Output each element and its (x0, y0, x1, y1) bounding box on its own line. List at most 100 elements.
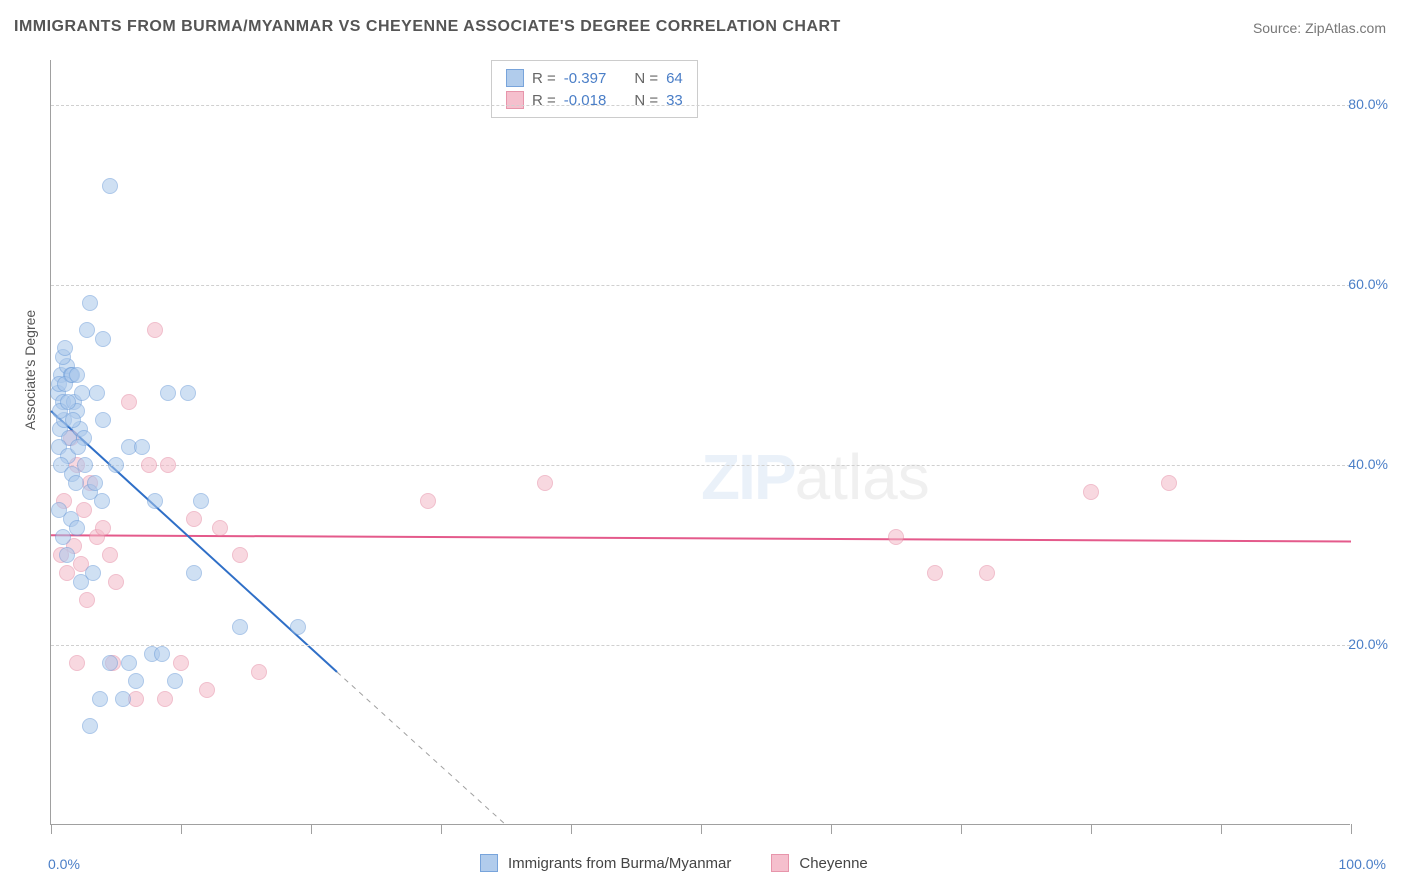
cheyenne-point (147, 322, 163, 338)
legend-item-cheyenne: Cheyenne (771, 854, 867, 872)
burma-point (77, 457, 93, 473)
burma-point (69, 367, 85, 383)
cheyenne-point (888, 529, 904, 545)
gridline (51, 465, 1350, 466)
burma-point (128, 673, 144, 689)
burma-point (94, 493, 110, 509)
legend-swatch-burma (480, 854, 498, 872)
cheyenne-point (420, 493, 436, 509)
burma-point (186, 565, 202, 581)
x-tick (1351, 824, 1352, 834)
burma-point (232, 619, 248, 635)
cheyenne-point (157, 691, 173, 707)
burma-point (55, 529, 71, 545)
cheyenne-point (108, 574, 124, 590)
legend-item-burma: Immigrants from Burma/Myanmar (480, 854, 731, 872)
cheyenne-point (173, 655, 189, 671)
y-tick-label: 20.0% (1348, 636, 1388, 652)
bottom-legend: Immigrants from Burma/Myanmar Cheyenne (480, 854, 868, 872)
burma-point (59, 547, 75, 563)
stats-row-cheyenne: R = -0.018 N = 33 (506, 89, 683, 111)
stats-row-burma: R = -0.397 N = 64 (506, 67, 683, 89)
burma-point (65, 412, 81, 428)
cheyenne-point (59, 565, 75, 581)
burma-point (108, 457, 124, 473)
x-tick (51, 824, 52, 834)
stat-burma-n: 64 (666, 70, 683, 87)
burma-point (121, 655, 137, 671)
watermark-zip: ZIP (701, 441, 795, 513)
x-tick (1221, 824, 1222, 834)
gridline (51, 285, 1350, 286)
burma-point (134, 439, 150, 455)
cheyenne-point (537, 475, 553, 491)
cheyenne-point (121, 394, 137, 410)
cheyenne-point (212, 520, 228, 536)
burma-point (79, 322, 95, 338)
burma-point (82, 295, 98, 311)
burma-point (154, 646, 170, 662)
cheyenne-point (141, 457, 157, 473)
stat-label-n: N = (634, 70, 658, 87)
x-tick (181, 824, 182, 834)
cheyenne-point (232, 547, 248, 563)
x-tick (571, 824, 572, 834)
burma-point (92, 691, 108, 707)
cheyenne-point (927, 565, 943, 581)
cheyenne-point (186, 511, 202, 527)
gridline (51, 105, 1350, 106)
y-axis-label: Associate's Degree (22, 310, 38, 430)
y-tick-label: 60.0% (1348, 276, 1388, 292)
cheyenne-point (199, 682, 215, 698)
burma-point (147, 493, 163, 509)
x-tick (311, 824, 312, 834)
gridline (51, 645, 1350, 646)
burma-point (89, 385, 105, 401)
cheyenne-point (251, 664, 267, 680)
x-tick (831, 824, 832, 834)
x-tick (1091, 824, 1092, 834)
y-tick-label: 40.0% (1348, 456, 1388, 472)
burma-point (51, 502, 67, 518)
burma-point (167, 673, 183, 689)
burma-point (82, 718, 98, 734)
watermark: ZIPatlas (701, 440, 930, 514)
x-axis-min-label: 0.0% (48, 856, 80, 872)
burma-point (60, 394, 76, 410)
stats-legend-box: R = -0.397 N = 64 R = -0.018 N = 33 (491, 60, 698, 118)
burma-point (69, 520, 85, 536)
watermark-atlas: atlas (795, 441, 930, 513)
burma-point (87, 475, 103, 491)
cheyenne-point (979, 565, 995, 581)
trend-lines-svg (51, 60, 1350, 824)
burma-point (74, 385, 90, 401)
burma-point (70, 439, 86, 455)
cheyenne-point (79, 592, 95, 608)
plot-area: ZIPatlas R = -0.397 N = 64 R = -0.018 N … (50, 60, 1350, 825)
legend-label-burma: Immigrants from Burma/Myanmar (508, 855, 731, 872)
burma-point (193, 493, 209, 509)
x-axis-max-label: 100.0% (1339, 856, 1386, 872)
stat-burma-r: -0.397 (564, 70, 607, 87)
chart-source: Source: ZipAtlas.com (1253, 20, 1386, 36)
legend-swatch-cheyenne (771, 854, 789, 872)
burma-point (57, 340, 73, 356)
swatch-cheyenne (506, 91, 524, 109)
cheyenne-point (95, 520, 111, 536)
cheyenne-point (69, 655, 85, 671)
x-tick (701, 824, 702, 834)
cheyenne-point (160, 457, 176, 473)
burma-point (115, 691, 131, 707)
swatch-burma (506, 69, 524, 87)
cheyenne-point (1083, 484, 1099, 500)
stat-label-r: R = (532, 70, 556, 87)
burma-point (95, 331, 111, 347)
x-tick (441, 824, 442, 834)
chart-title: IMMIGRANTS FROM BURMA/MYANMAR VS CHEYENN… (14, 18, 841, 36)
burma-point (180, 385, 196, 401)
cheyenne-point (102, 547, 118, 563)
burma-point (290, 619, 306, 635)
burma-point (160, 385, 176, 401)
legend-label-cheyenne: Cheyenne (799, 855, 867, 872)
cheyenne-point (1161, 475, 1177, 491)
